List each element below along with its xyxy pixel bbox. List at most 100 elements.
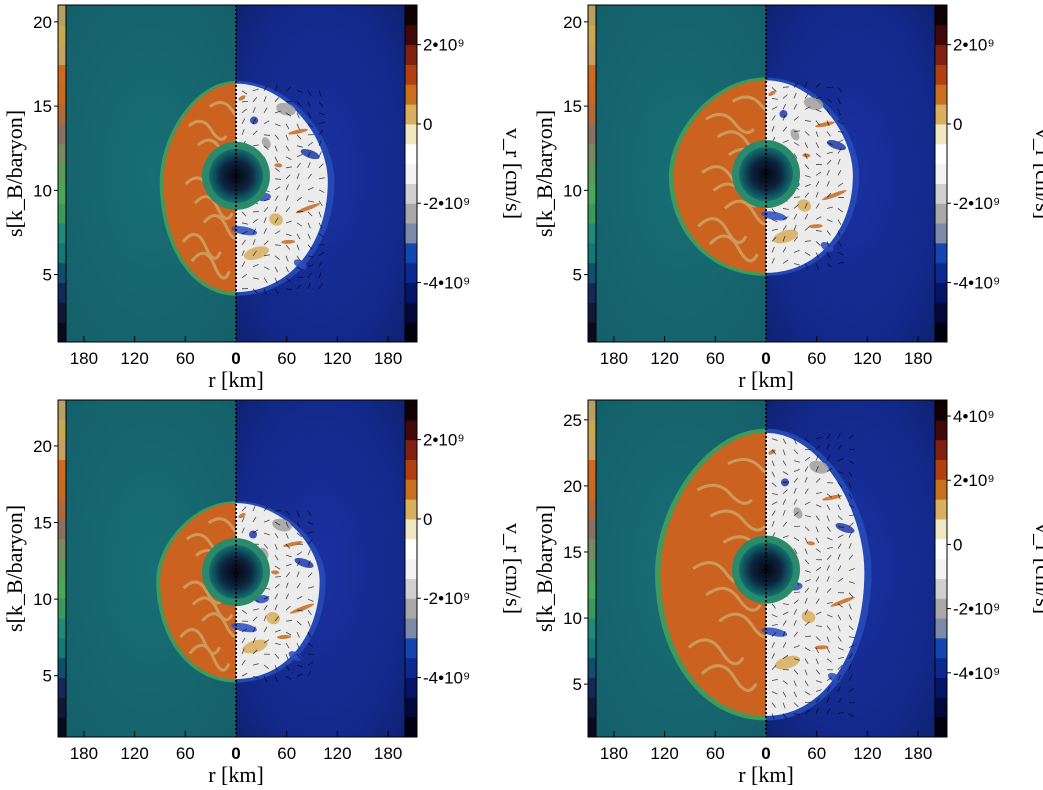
velocity-arrow bbox=[837, 515, 843, 521]
velocity-arrow bbox=[241, 527, 245, 534]
velocity-arrow bbox=[285, 134, 289, 141]
r-tick-label: 180 bbox=[904, 744, 932, 763]
velocity-arrow bbox=[782, 499, 786, 505]
velocity-colorbar-segment bbox=[935, 717, 947, 738]
velocity-colorbar-segment bbox=[935, 183, 947, 204]
entropy-tick-label: 15 bbox=[563, 543, 582, 562]
velocity-arrow bbox=[837, 241, 842, 247]
velocity-patch bbox=[261, 137, 271, 149]
velocity-colorbar-segment bbox=[935, 598, 947, 619]
entropy-colorbar-segment bbox=[588, 44, 596, 65]
velocity-arrow bbox=[804, 526, 810, 532]
entropy-colorbar-segment bbox=[58, 677, 66, 698]
velocity-arrow bbox=[285, 145, 290, 152]
velocity-arrow bbox=[837, 675, 841, 681]
velocity-arrow bbox=[826, 658, 832, 663]
r-tick-label: 60 bbox=[807, 744, 826, 763]
velocity-arrow bbox=[804, 456, 811, 461]
velocity-arrow bbox=[837, 685, 841, 692]
velocity-arrow bbox=[815, 153, 821, 158]
velocity-arrow bbox=[285, 277, 291, 283]
velocity-arrow bbox=[296, 571, 300, 578]
velocity-arrow bbox=[804, 164, 810, 170]
velocity-arrow bbox=[815, 576, 820, 582]
entropy-tick-label: 15 bbox=[33, 97, 52, 116]
entropy-colorbar-segment bbox=[588, 439, 596, 460]
velocity-arrow bbox=[307, 521, 314, 525]
velocity-arrow bbox=[782, 216, 789, 220]
velocity-arrow bbox=[815, 82, 821, 88]
velocity-colorbar-segment bbox=[405, 439, 417, 460]
entropy-tick-label: 10 bbox=[563, 609, 582, 628]
velocity-arrow bbox=[263, 198, 270, 202]
velocity-colorbar-segment bbox=[935, 143, 947, 165]
velocity-arrow bbox=[837, 230, 841, 237]
image-area bbox=[596, 400, 935, 737]
velocity-arrow bbox=[848, 504, 855, 509]
velocity-arrow bbox=[815, 647, 819, 654]
velocity-colorbar-frame bbox=[934, 4, 948, 343]
entropy-colorbar-segment bbox=[58, 439, 66, 460]
velocity-arrow bbox=[826, 467, 833, 472]
velocity-arrow bbox=[296, 582, 301, 589]
entropy-colorbar-frame bbox=[587, 4, 597, 343]
velocity-arrow bbox=[826, 708, 831, 714]
velocity-arrow bbox=[837, 87, 843, 93]
velocity-colorbar-segment bbox=[405, 637, 417, 659]
velocity-arrow bbox=[285, 605, 291, 611]
velocity-arrow bbox=[307, 620, 311, 627]
velocity-arrow bbox=[296, 222, 303, 227]
swirl bbox=[697, 217, 748, 244]
velocity-arrow bbox=[252, 626, 256, 633]
velocity-tick-label: -2•10⁹ bbox=[953, 600, 1000, 619]
velocity-arrow bbox=[274, 510, 282, 512]
velocity-arrow bbox=[296, 510, 300, 517]
velocity-arrow bbox=[285, 86, 292, 92]
entropy-colorbar-segment bbox=[588, 598, 596, 619]
velocity-colorbar-segment bbox=[935, 618, 947, 639]
entropy-colorbar-segment bbox=[58, 637, 66, 659]
velocity-arrow bbox=[837, 504, 841, 511]
velocity-arrow bbox=[274, 156, 279, 163]
velocity-tick-label: 0 bbox=[953, 115, 962, 134]
velocity-arrow bbox=[815, 491, 822, 495]
entropy-tick-label: 5 bbox=[43, 667, 52, 686]
velocity-arrow bbox=[848, 532, 853, 538]
velocity-arrow bbox=[782, 603, 789, 605]
velocity-arrow bbox=[771, 125, 775, 132]
swirl bbox=[188, 643, 231, 672]
velocity-arrow bbox=[804, 658, 809, 664]
entropy-colorbar-segment bbox=[588, 262, 596, 284]
velocity-arrow bbox=[793, 82, 798, 88]
velocity-arrow bbox=[804, 635, 812, 638]
velocity-arrow bbox=[804, 597, 808, 604]
velocity-patch bbox=[797, 199, 812, 212]
entropy-colorbar-segment bbox=[58, 262, 66, 284]
swirl bbox=[193, 195, 234, 221]
velocity-arrow bbox=[274, 255, 280, 261]
velocity-arrow bbox=[837, 261, 844, 264]
velocity-colorbar-segment bbox=[405, 459, 417, 480]
velocity-arrow bbox=[241, 261, 246, 268]
entropy-tick-label: 25 bbox=[563, 411, 582, 430]
velocity-arrow bbox=[296, 184, 301, 191]
velocity-arrow bbox=[285, 631, 292, 636]
velocity-arrow bbox=[252, 663, 259, 666]
velocity-arrow bbox=[837, 182, 844, 187]
velocity-colorbar-segment bbox=[405, 203, 417, 224]
velocity-colorbar-segment bbox=[935, 419, 947, 441]
velocity-arrow bbox=[837, 603, 844, 608]
velocity-arrow bbox=[826, 131, 831, 137]
velocity-arrow bbox=[804, 240, 812, 242]
velocity-arrow bbox=[263, 543, 269, 549]
velocity-arrow bbox=[274, 565, 281, 570]
velocity-arrow bbox=[837, 158, 841, 165]
entropy-colorbar-segment bbox=[588, 84, 596, 105]
velocity-arrow bbox=[263, 604, 268, 611]
velocity-arrow bbox=[318, 211, 322, 218]
velocity-arrow bbox=[793, 469, 800, 473]
velocity-patch bbox=[828, 672, 841, 683]
entropy-colorbar-segment bbox=[588, 163, 596, 184]
panel-bottom-right: 25 20 15 10 5 s[k_B/baryon] 4•10⁹ 2•10⁹ 0 -2•10⁹ -… bbox=[530, 395, 1043, 790]
velocity-arrow bbox=[263, 532, 270, 536]
